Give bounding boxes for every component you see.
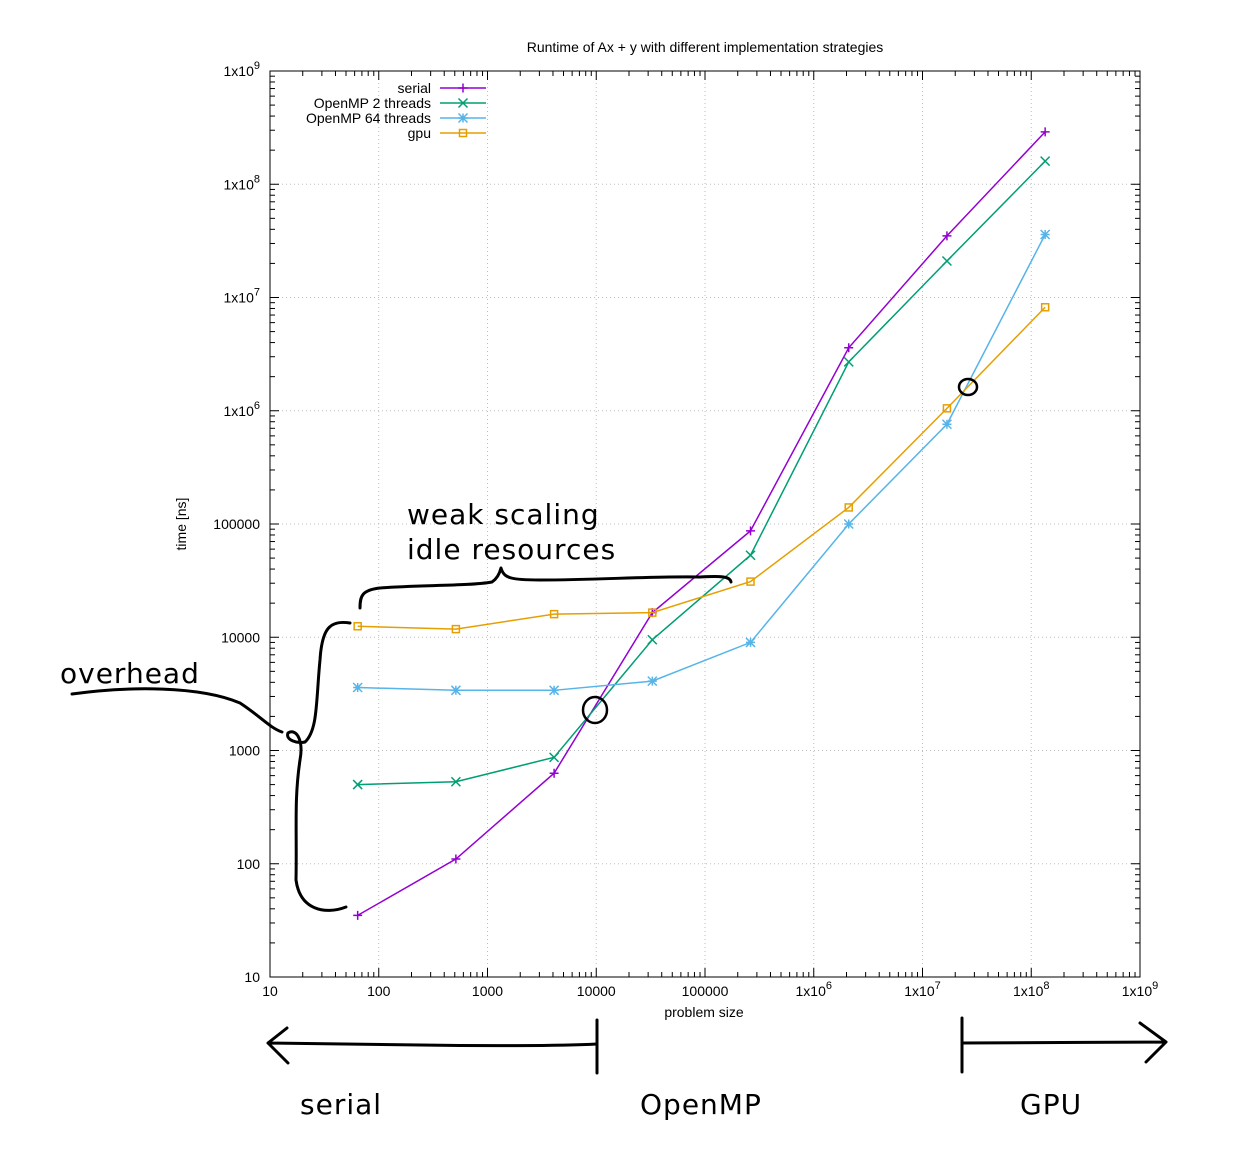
data-point <box>451 624 461 634</box>
scaling-brace <box>358 566 733 610</box>
series-serial <box>353 127 1050 920</box>
overhead-brace <box>286 620 352 912</box>
y-tick-label: 1x106 <box>224 400 260 419</box>
axis-ticks <box>269 70 1141 978</box>
data-point <box>941 255 952 267</box>
data-point <box>457 112 469 124</box>
serial-region-label: serial <box>300 1088 382 1121</box>
x-tick-label: 100 <box>367 983 391 999</box>
serial-region-arrow <box>266 1018 599 1075</box>
series-line <box>357 131 1046 917</box>
data-point <box>353 622 362 631</box>
data-point <box>353 910 363 920</box>
data-point <box>549 752 560 763</box>
data-point <box>457 97 469 109</box>
gpu-region-label: GPU <box>1020 1088 1082 1121</box>
series-line <box>357 306 1046 630</box>
data-point <box>843 356 854 367</box>
data-point <box>941 419 952 430</box>
data-point <box>352 779 363 790</box>
data-point <box>549 609 559 619</box>
data-series <box>352 127 1051 920</box>
data-point <box>450 776 461 787</box>
x-tick-label: 10000 <box>577 983 616 999</box>
data-point <box>746 526 756 536</box>
data-point <box>450 685 461 696</box>
data-point <box>844 343 854 353</box>
overhead-label: overhead <box>60 657 200 690</box>
data-point <box>1040 229 1051 240</box>
series-openmp-2-threads <box>352 156 1051 790</box>
legend-item: gpu <box>408 125 486 141</box>
data-point <box>1040 127 1050 137</box>
data-point <box>352 682 363 693</box>
handwritten-annotations: overhead weak scaling idle resources ser… <box>60 377 1168 1121</box>
series-openmp-64-threads <box>352 229 1051 696</box>
y-tick-label: 1x109 <box>224 60 260 79</box>
legend-label: gpu <box>408 125 431 141</box>
data-point <box>458 83 468 93</box>
data-point <box>451 854 461 864</box>
y-tick-label: 1000 <box>229 743 260 759</box>
gpu-region-arrow <box>960 1016 1168 1074</box>
data-point <box>549 768 559 778</box>
y-tick-label: 1x108 <box>224 173 260 192</box>
x-tick-label: 1x108 <box>1013 980 1049 999</box>
x-tick-label: 1x107 <box>904 980 940 999</box>
crossover-circle-serial-openmp <box>581 695 609 725</box>
legend-label: OpenMP 2 threads <box>314 95 431 111</box>
x-tick-labels: 10 100 1000 10000 100000 1x106 1x107 1x108 1x109 <box>262 980 1158 999</box>
data-point <box>1040 156 1051 167</box>
legend-item: OpenMP 64 threads <box>306 110 486 126</box>
data-point <box>942 404 952 413</box>
data-point <box>745 637 756 648</box>
openmp-region-label: OpenMP <box>640 1088 762 1121</box>
y-tick-label: 1x107 <box>224 287 260 306</box>
grid-lines <box>270 71 1140 977</box>
legend-item: OpenMP 2 threads <box>314 95 486 111</box>
series-line <box>357 234 1046 692</box>
x-tick-label: 10 <box>262 983 278 999</box>
series-line <box>357 160 1046 786</box>
y-axis-label: time [ns] <box>173 498 189 551</box>
x-tick-label: 1000 <box>472 983 503 999</box>
x-tick-label: 1x106 <box>796 980 832 999</box>
plot-frame <box>269 70 1141 978</box>
y-tick-label: 10000 <box>221 629 260 645</box>
y-tick-labels: 10 100 1000 10000 100000 1x106 1x107 1x108 1x109 <box>213 60 260 985</box>
x-tick-label: 1x109 <box>1122 980 1158 999</box>
legend-label: serial <box>398 80 431 96</box>
y-tick-label: 100000 <box>213 516 260 532</box>
legend-item: serial <box>398 80 486 96</box>
crossover-circle-openmp-gpu <box>957 377 979 397</box>
series-gpu <box>353 303 1050 634</box>
data-point <box>647 676 658 687</box>
y-tick-label: 100 <box>237 856 261 872</box>
weak-scaling-label: weak scaling <box>407 498 600 531</box>
data-point <box>1040 303 1050 312</box>
data-point <box>746 577 755 586</box>
data-point <box>647 634 658 645</box>
chart-title: Runtime of Ax + y with different impleme… <box>527 39 884 55</box>
data-point <box>458 128 468 138</box>
x-tick-label: 100000 <box>682 983 729 999</box>
data-point <box>745 550 756 561</box>
y-tick-label: 10 <box>244 969 260 985</box>
legend-label: OpenMP 64 threads <box>306 110 431 126</box>
idle-resources-label: idle resources <box>407 533 616 566</box>
data-point <box>549 685 560 696</box>
data-point <box>844 503 853 512</box>
data-point <box>843 518 854 530</box>
data-point <box>942 231 952 241</box>
data-point <box>648 608 657 617</box>
x-axis-label: problem size <box>664 1004 744 1020</box>
overhead-arrow-curve <box>70 687 284 734</box>
